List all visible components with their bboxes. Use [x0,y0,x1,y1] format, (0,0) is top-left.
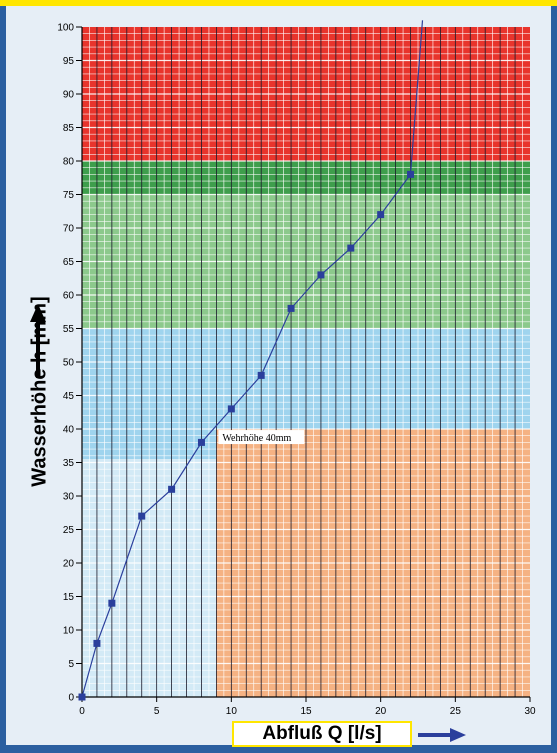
top-bar [0,0,557,6]
data-point [138,512,146,520]
right-arrow-head-icon [450,728,466,742]
x-tick-label: 10 [226,706,238,717]
tick-layer: 0510152025303540455055606570758085909510… [57,23,536,718]
y-tick-label: 65 [63,257,75,268]
y-tick-label: 90 [63,90,75,101]
y-tick-label: 15 [63,592,75,603]
y-tick-label: 30 [63,492,75,503]
data-point [317,271,325,279]
y-tick-label: 75 [63,190,75,201]
y-tick-label: 100 [57,23,74,34]
x-axis-label: Abfluß Q [l/s] [262,723,382,744]
y-axis-label: Wasserhöhe h [mm] [28,296,51,487]
y-tick-label: 35 [63,458,75,469]
y-tick-label: 85 [63,123,75,134]
annotation-background [218,430,305,445]
x-tick-label: 5 [154,706,160,717]
data-point [227,405,235,413]
data-point [93,639,101,647]
x-tick-label: 30 [524,706,536,717]
y-tick-label: 5 [68,659,74,670]
x-tick-label: 20 [375,706,387,717]
y-tick-label: 0 [68,693,74,704]
x-axis-label-box: Abfluß Q [l/s] [232,721,412,747]
y-tick-label: 95 [63,56,75,67]
y-tick-label: 45 [63,391,75,402]
x-tick-label: 25 [450,706,462,717]
x-tick-label: 15 [300,706,312,717]
y-tick-label: 70 [63,224,75,235]
y-tick-label: 55 [63,324,75,335]
series-layer [78,20,424,701]
y-tick-label: 50 [63,358,75,369]
y-tick-label: 10 [63,626,75,637]
up-arrow-head-icon [30,304,46,322]
y-tick-label: 60 [63,291,75,302]
arrow-layer [30,304,466,742]
grid-layer [82,27,530,697]
y-tick-label: 40 [63,425,75,436]
data-point [287,304,295,312]
data-point [108,599,116,607]
data-point [407,170,415,178]
annotation-layer: Wehrhöhe 40mm [218,430,305,445]
data-point [168,485,176,493]
y-tick-label: 80 [63,157,75,168]
data-point [347,244,355,252]
y-tick-label: 20 [63,559,75,570]
data-point [257,371,265,379]
x-tick-label: 0 [79,706,85,717]
data-point [78,693,86,701]
data-point [377,211,385,219]
y-tick-label: 25 [63,525,75,536]
annotation-label: Wehrhöhe 40mm [222,433,291,444]
series-line [81,20,424,698]
data-point [197,438,205,446]
